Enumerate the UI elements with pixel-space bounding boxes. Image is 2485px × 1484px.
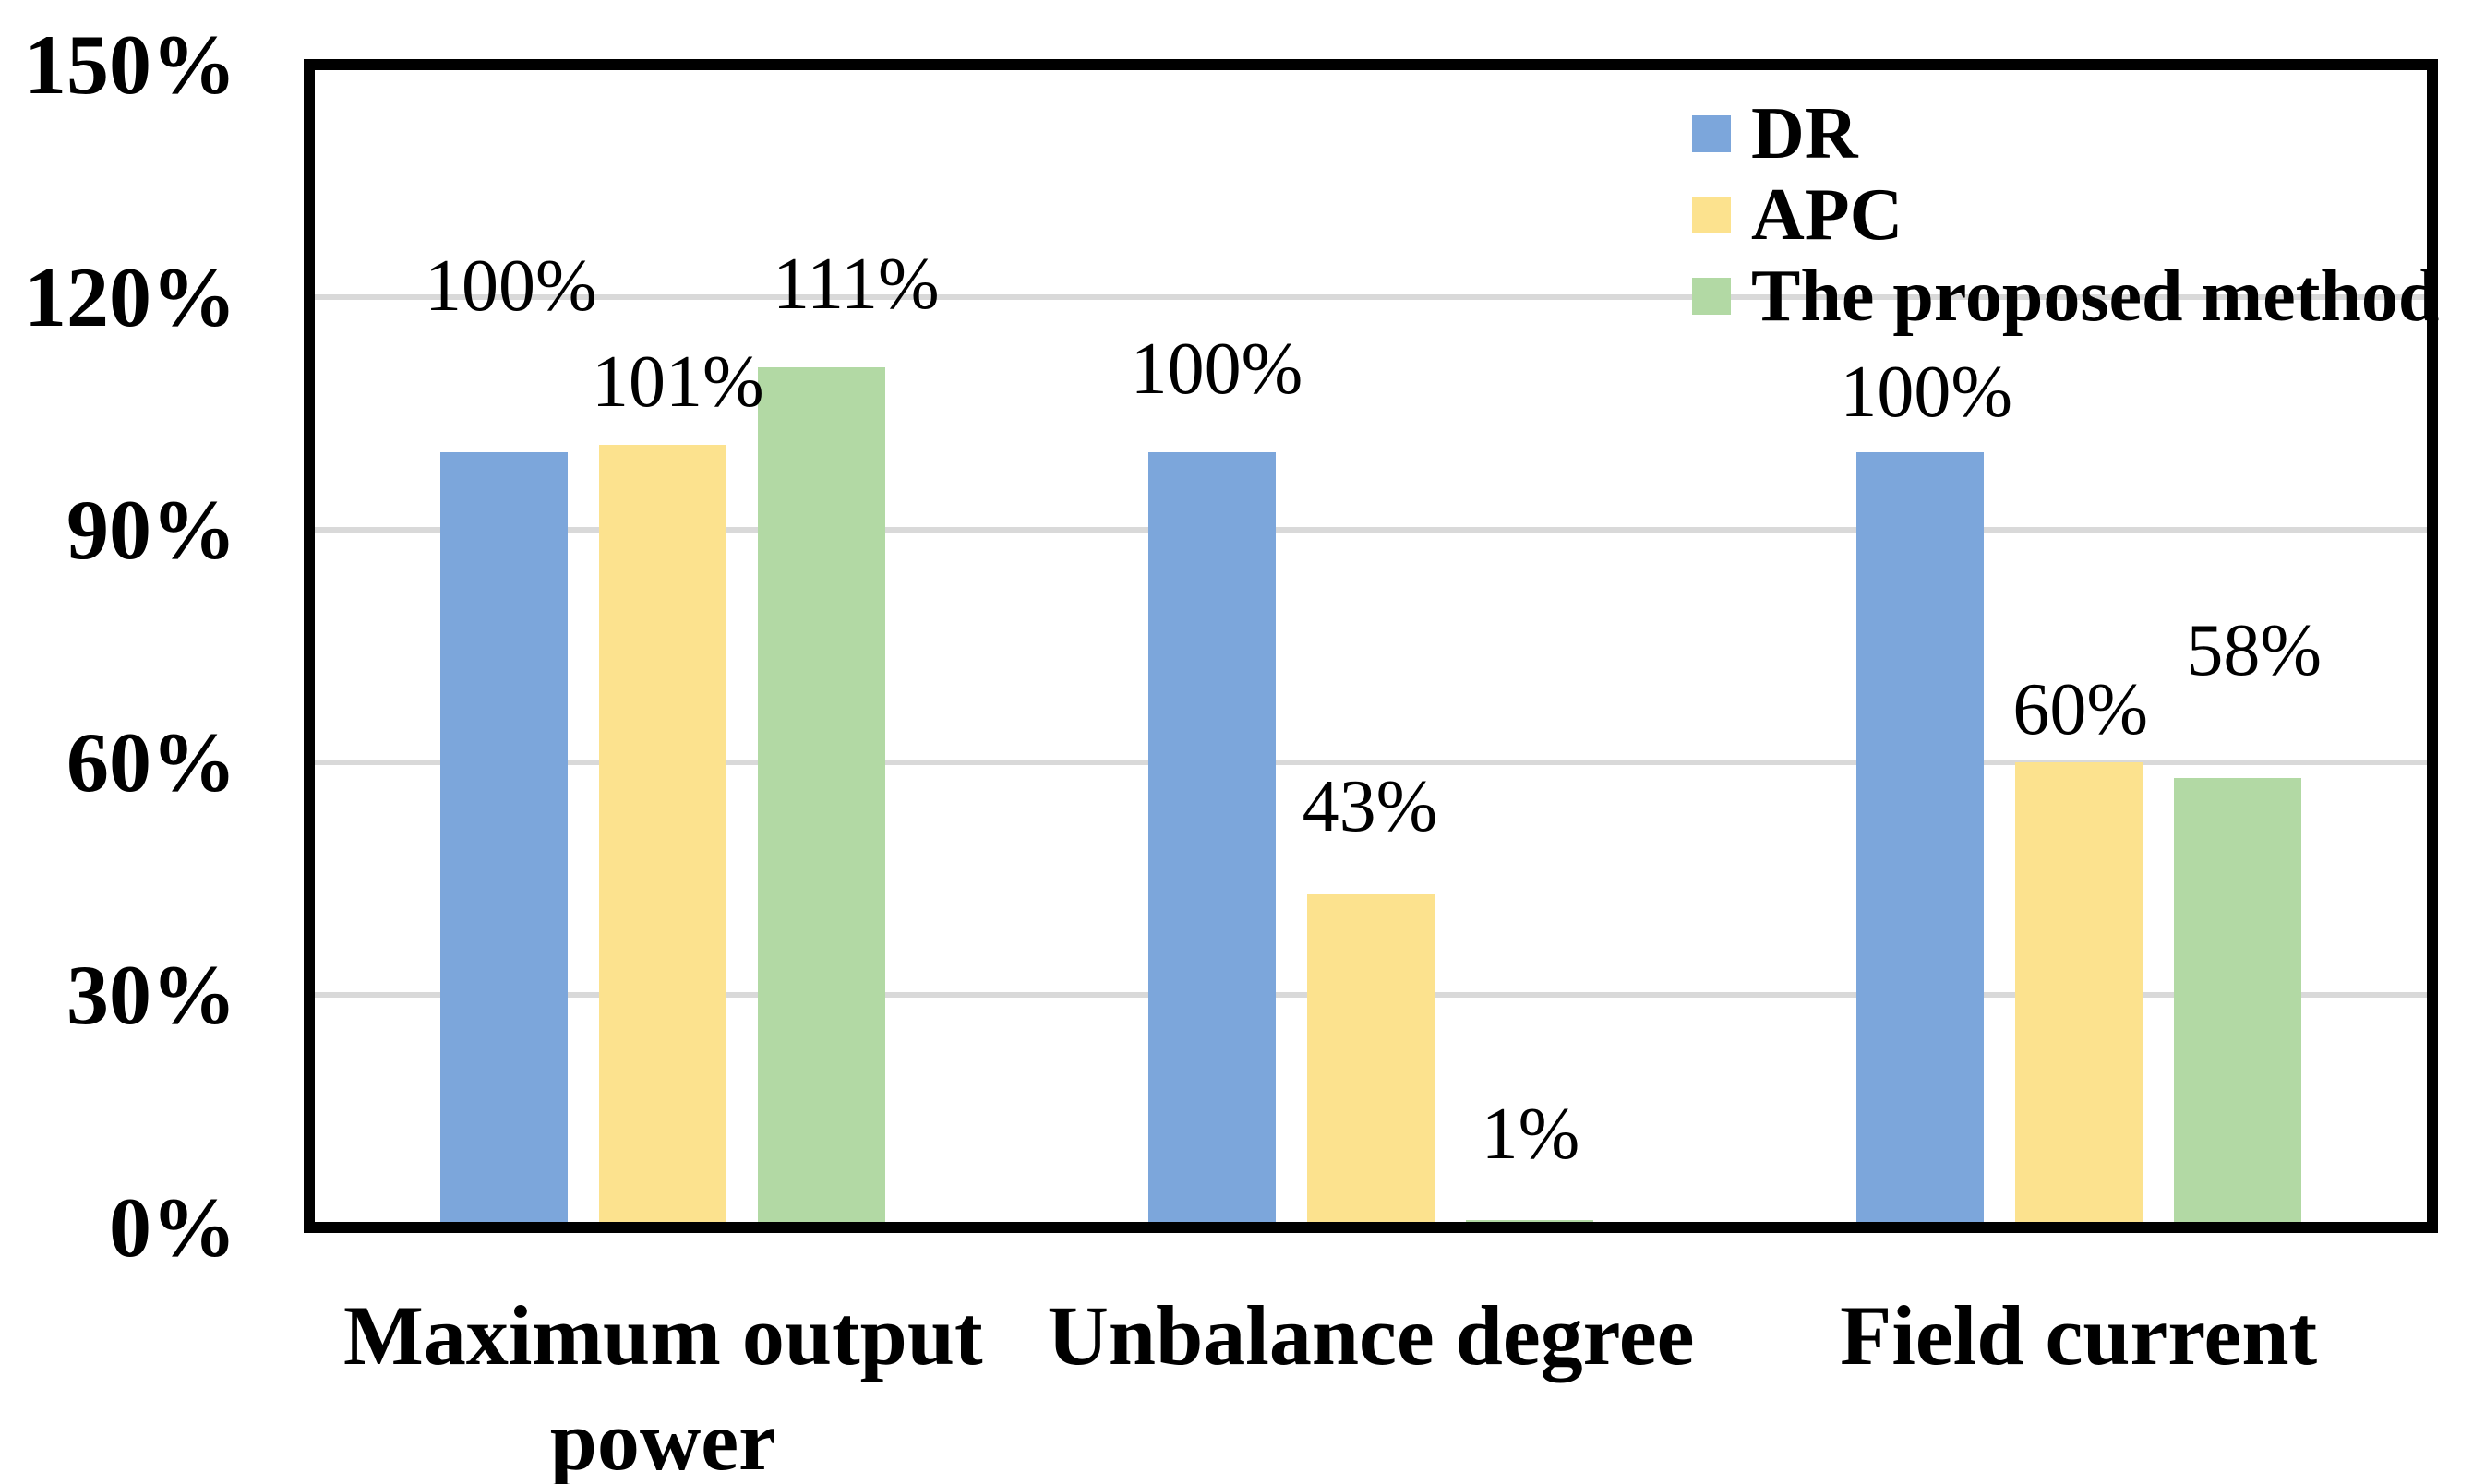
chart-legend: DR APC The proposed method (1692, 93, 2439, 337)
data-label-apc-maximum-output-power: 101% (592, 341, 764, 423)
legend-item-apc: APC (1692, 174, 2439, 256)
legend-label-dr: DR (1751, 93, 1858, 174)
data-label-the-proposed-method-maximum-output-power: 111% (772, 243, 940, 325)
bar-dr-maximum-output-power (440, 452, 569, 1231)
data-label-dr-maximum-output-power: 100% (425, 245, 597, 327)
gridline-120pct (315, 294, 2427, 300)
legend-swatch-icon-the-proposed-method (1692, 278, 1731, 315)
legend-item-dr: DR (1692, 93, 2439, 174)
bar-apc-field-current (2014, 762, 2143, 1231)
data-label-the-proposed-method-unbalance-degree: 1% (1481, 1093, 1580, 1175)
data-label-dr-unbalance-degree: 100% (1130, 329, 1303, 410)
data-label-apc-field-current: 60% (2012, 669, 2148, 750)
legend-swatch-icon-dr (1692, 115, 1731, 152)
bar-the-proposed-method-field-current (2173, 777, 2301, 1231)
x-category-label-unbalance-degree: Unbalance degree (1047, 1288, 1695, 1382)
legend-label-the-proposed-method: The proposed method (1751, 256, 2440, 337)
bar-the-proposed-method-maximum-output-power (758, 366, 886, 1231)
legend-swatch-icon-apc (1692, 197, 1731, 233)
y-tick-label-90: 90% (66, 483, 236, 577)
legend-label-apc: APC (1751, 174, 1903, 256)
y-tick-label-150: 150% (24, 18, 236, 112)
data-label-dr-field-current: 100% (1840, 352, 2012, 433)
bar-dr-field-current (1855, 452, 1984, 1231)
y-tick-label-0: 0% (109, 1180, 236, 1275)
gridline-60pct (315, 760, 2427, 765)
bar-dr-unbalance-degree (1148, 452, 1276, 1231)
x-category-label-field-current: Field current (1840, 1288, 2318, 1382)
data-label-apc-unbalance-degree: 43% (1302, 765, 1438, 847)
y-tick-label-30: 30% (66, 948, 236, 1042)
data-label-the-proposed-method-field-current: 58% (2186, 609, 2322, 691)
legend-item-the-proposed-method: The proposed method (1692, 256, 2439, 337)
y-tick-label-120: 120% (24, 250, 236, 344)
plot-area-border (304, 59, 2438, 1233)
x-category-label-maximum-output-power: Maximum output power (343, 1288, 983, 1484)
y-tick-label-60: 60% (66, 715, 236, 809)
bar-apc-unbalance-degree (1307, 893, 1435, 1231)
bar-apc-maximum-output-power (599, 444, 727, 1231)
gridline-90pct (315, 527, 2427, 533)
